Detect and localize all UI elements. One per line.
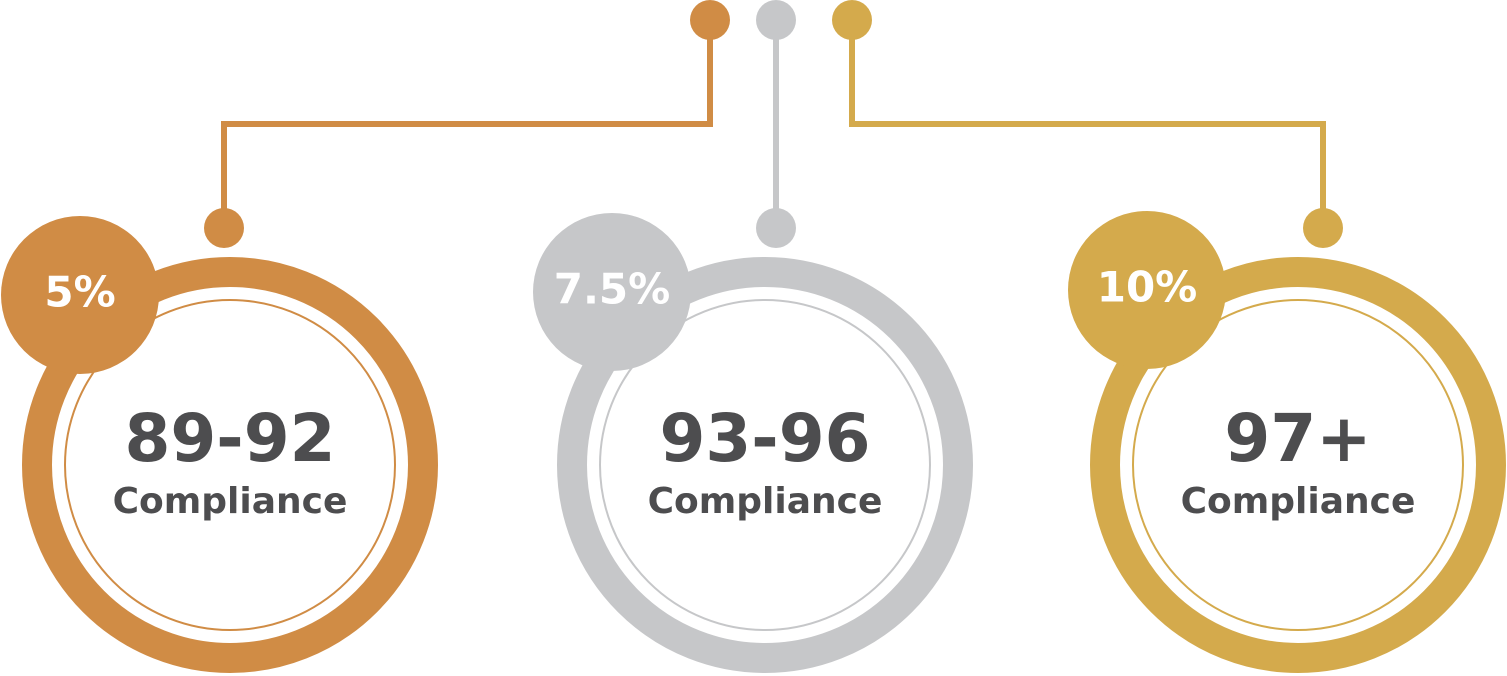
compliance-item: 10% 97+Compliance <box>832 0 1506 673</box>
range-value: 89-92 <box>124 400 335 477</box>
range-value: 93-96 <box>659 400 870 477</box>
outer-ring <box>22 257 438 673</box>
badge-circle <box>1068 211 1226 369</box>
top-dot <box>756 0 796 40</box>
badge-text: 5% <box>44 268 115 317</box>
range-label: Compliance <box>1181 481 1416 522</box>
badge-text: 10% <box>1097 263 1198 312</box>
badge-text: 7.5% <box>554 265 670 314</box>
connector-dot <box>1303 208 1343 248</box>
range-label: Compliance <box>648 481 883 522</box>
inner-ring <box>599 299 931 631</box>
connector <box>221 20 713 228</box>
top-dot <box>832 0 872 40</box>
connector-dot <box>756 208 796 248</box>
range-value: 97+ <box>1224 400 1371 477</box>
top-dot <box>690 0 730 40</box>
badge-circle <box>1 216 159 374</box>
range-label: Compliance <box>113 481 348 522</box>
inner-ring <box>64 299 396 631</box>
outer-ring <box>557 257 973 673</box>
inner-ring <box>1132 299 1464 631</box>
badge-circle <box>533 213 691 371</box>
connector-dot <box>204 208 244 248</box>
connector <box>849 20 1326 228</box>
outer-ring <box>1090 257 1506 673</box>
